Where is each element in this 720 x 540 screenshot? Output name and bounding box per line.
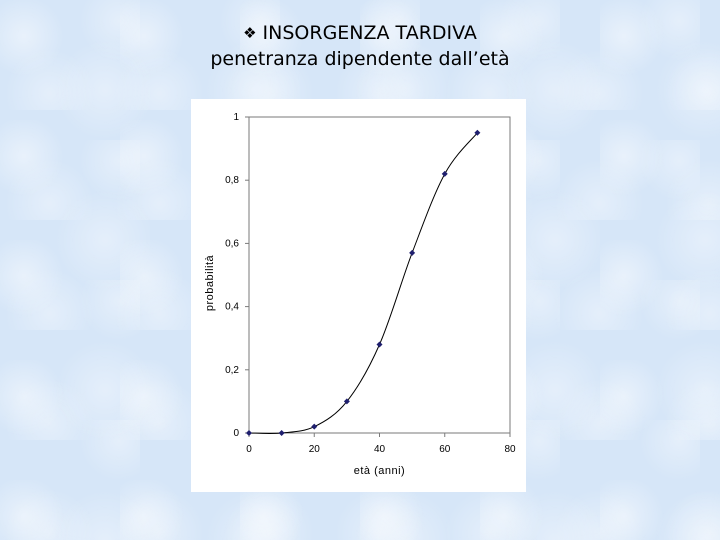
- x-tick-label: 60: [439, 444, 451, 455]
- y-tick-label: 0,8: [225, 175, 239, 186]
- data-point-marker: [343, 398, 350, 405]
- y-tick-label: 1: [233, 112, 239, 123]
- data-point-marker: [474, 129, 481, 136]
- title-line-1: ❖ INSORGENZA TARDIVA: [0, 20, 720, 46]
- y-tick-label: 0,6: [225, 238, 239, 249]
- x-tick-label: 20: [309, 444, 321, 455]
- data-point-marker: [441, 170, 448, 177]
- plot-area: [248, 116, 511, 434]
- title-main-text: INSORGENZA TARDIVA: [262, 22, 477, 44]
- title-line-2: penetranza dipendente dall’età: [210, 48, 510, 70]
- x-tick-label: 40: [374, 444, 386, 455]
- slide-title: ❖ INSORGENZA TARDIVA penetranza dipendent…: [0, 20, 720, 72]
- y-tick-label: 0: [233, 428, 239, 439]
- data-point-marker: [278, 430, 285, 436]
- series-curve: [248, 132, 478, 434]
- penetrance-chart: 0 0,2 0,4 0,6 0,8 1 0 20 40 60 80 età (anni) prob…: [204, 112, 516, 477]
- chart-panel: 0 0,2 0,4 0,6 0,8 1 0 20 40 60 80 età (anni) prob…: [191, 99, 526, 492]
- data-point-marker: [409, 249, 416, 256]
- y-axis-title: probabilità: [204, 254, 216, 311]
- data-point-marker: [376, 341, 383, 348]
- y-tick-label: 0,4: [225, 302, 239, 313]
- data-point-marker: [246, 430, 252, 436]
- x-axis-title: età (anni): [354, 465, 405, 477]
- y-tick-label: 0,2: [225, 365, 239, 376]
- x-tick-label: 0: [246, 444, 252, 455]
- bullet-diamond-icon: ❖: [243, 24, 257, 42]
- data-point-marker: [311, 423, 318, 430]
- x-tick-label: 80: [504, 444, 516, 455]
